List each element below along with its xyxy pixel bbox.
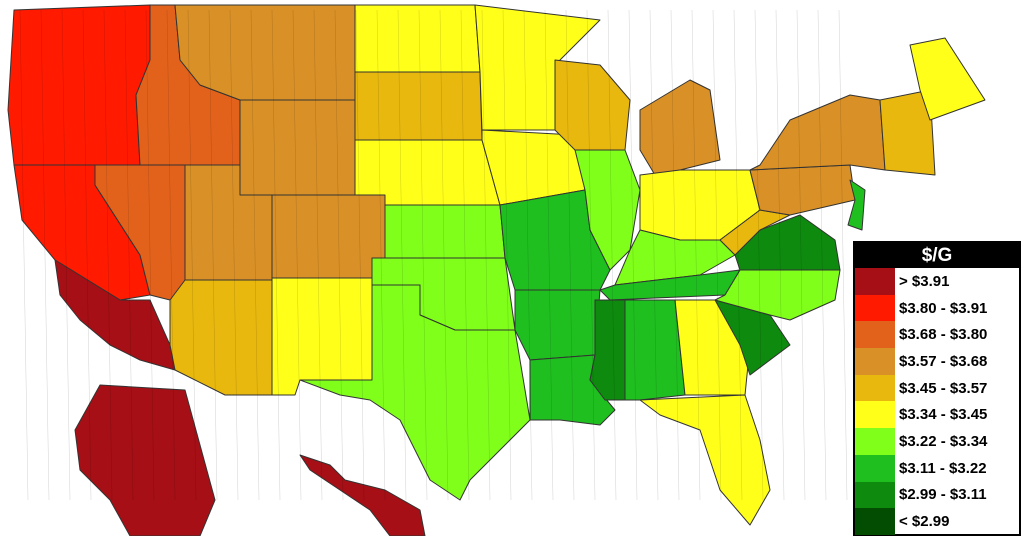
legend-swatch	[855, 268, 895, 295]
region-new-mexico	[271, 277, 373, 396]
legend-label: $3.68 - $3.80	[899, 326, 988, 344]
legend-item: $3.45 - $3.57	[855, 374, 1019, 402]
county-texture-line	[271, 9, 281, 501]
county-texture-line	[61, 9, 71, 501]
county-texture-line	[208, 9, 218, 501]
legend-title: $/G	[855, 243, 1019, 268]
county-texture-line	[187, 9, 197, 501]
legend-swatch	[855, 481, 895, 509]
county-texture-line	[460, 9, 470, 501]
legend-swatch	[855, 401, 895, 429]
legend-label: $3.80 - $3.91	[899, 299, 988, 317]
region-montana	[174, 4, 356, 101]
region-florida	[639, 394, 771, 526]
county-texture-line	[418, 9, 428, 501]
legend-swatch	[855, 321, 895, 349]
legend-item: > $3.91	[855, 268, 1019, 295]
region-arkansas	[514, 289, 601, 361]
county-texture-line	[439, 9, 449, 501]
legend-swatch	[855, 294, 895, 322]
region-southern-california	[54, 259, 176, 371]
legend-item: $3.11 - $3.22	[855, 454, 1019, 482]
region-colorado	[271, 194, 386, 279]
legend-item: < $2.99	[855, 508, 1019, 535]
county-texture-line	[334, 9, 344, 501]
county-texture-line	[481, 9, 491, 501]
legend-label: < $2.99	[899, 513, 950, 531]
legend-label: $3.11 - $3.22	[899, 459, 987, 477]
county-texture-line	[712, 9, 722, 501]
county-texture-line	[691, 9, 701, 501]
county-texture-line	[124, 9, 134, 501]
legend-swatch	[855, 508, 895, 535]
county-texture-line	[166, 9, 176, 501]
region-illinois	[574, 149, 641, 271]
county-texture-line	[19, 9, 29, 501]
county-texture-line	[250, 9, 260, 501]
region-arizona	[169, 279, 273, 396]
legend-item: $3.57 - $3.68	[855, 348, 1019, 375]
region-wisconsin	[554, 59, 631, 151]
region-alaska	[74, 384, 216, 536]
county-texture-line	[502, 9, 512, 501]
county-texture-line	[607, 9, 617, 501]
region-washington-oregon	[7, 4, 151, 166]
region-west-virginia	[719, 209, 791, 256]
legend-swatch	[855, 348, 895, 375]
county-texture-line	[628, 9, 638, 501]
county-texture-line	[649, 9, 659, 501]
region-alabama	[624, 299, 686, 401]
county-texture-line	[355, 9, 365, 501]
region-kansas	[384, 204, 506, 259]
legend-label: $3.22 - $3.34	[899, 432, 988, 450]
county-texture-line	[775, 9, 785, 501]
legend-item: $3.22 - $3.34	[855, 428, 1019, 455]
region-texas	[299, 284, 531, 501]
county-texture-line	[40, 9, 50, 501]
county-texture-line	[586, 9, 596, 501]
legend-label: $3.57 - $3.68	[899, 352, 988, 370]
region-michigan	[639, 79, 721, 176]
region-pennsylvania	[749, 164, 856, 216]
county-texture-line	[565, 9, 575, 501]
county-texture-line	[103, 9, 113, 501]
region-mississippi	[589, 299, 626, 401]
county-texture-line	[754, 9, 764, 501]
county-texture-line	[838, 9, 848, 501]
region-nebraska	[354, 139, 501, 206]
county-texture-line	[670, 9, 680, 501]
county-texture-line	[523, 9, 533, 501]
county-texture-line	[817, 9, 827, 501]
legend-label: > $3.91	[899, 272, 950, 290]
county-texture-line	[145, 9, 155, 501]
county-texture-line	[82, 9, 92, 501]
county-texture-line	[733, 9, 743, 501]
region-maine	[909, 37, 986, 121]
county-texture-line	[229, 9, 239, 501]
legend-item: $3.80 - $3.91	[855, 294, 1019, 322]
region-new-york	[749, 94, 886, 171]
county-texture-line	[376, 9, 386, 501]
legend-label: $3.34 - $3.45	[899, 406, 988, 424]
legend-item: $2.99 - $3.11	[855, 481, 1019, 509]
county-texture-line	[397, 9, 407, 501]
legend-item: $3.68 - $3.80	[855, 321, 1019, 349]
region-hawaii	[299, 454, 426, 536]
region-new-england	[879, 89, 936, 176]
county-texture-line	[544, 9, 554, 501]
price-legend: $/G > $3.91 $3.80 - $3.91 $3.68 - $3.80 $3.…	[853, 241, 1021, 536]
region-new-jersey	[847, 179, 866, 231]
legend-swatch	[855, 374, 895, 402]
legend-item: $3.34 - $3.45	[855, 401, 1019, 429]
county-texture-line	[292, 9, 302, 501]
legend-swatch	[855, 454, 895, 482]
legend-label: $3.45 - $3.57	[899, 379, 988, 397]
county-texture-line	[796, 9, 806, 501]
legend-swatch	[855, 428, 895, 455]
county-texture-line	[313, 9, 323, 501]
legend-label: $2.99 - $3.11	[899, 486, 987, 504]
